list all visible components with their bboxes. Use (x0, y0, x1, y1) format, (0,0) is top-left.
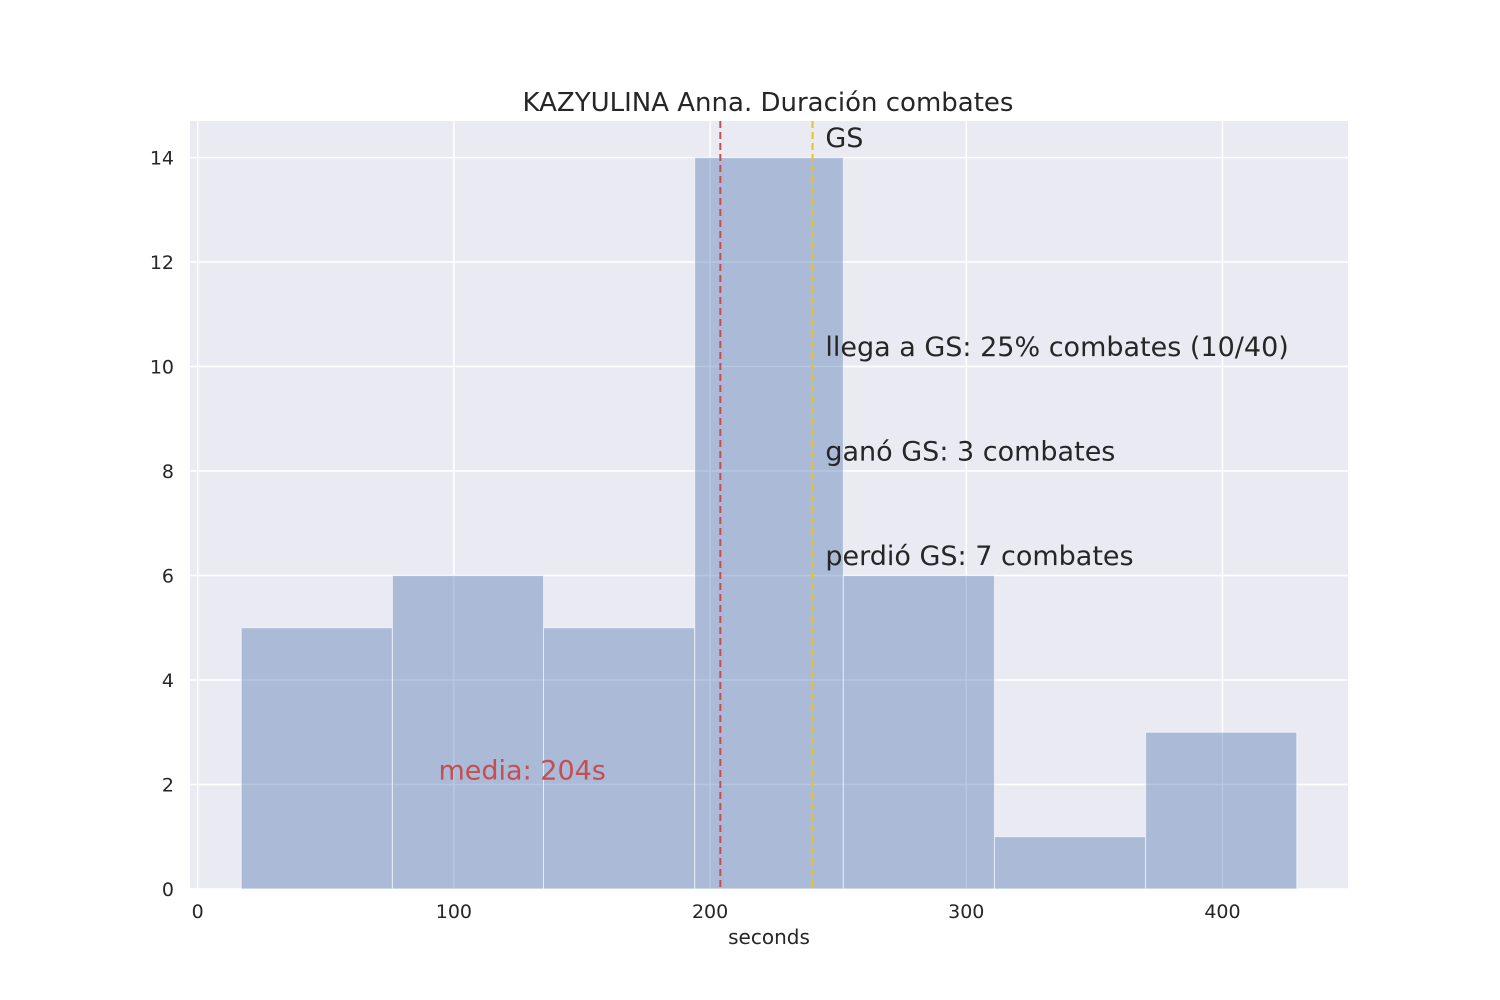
grid-lines (190, 121, 1348, 890)
histogram-bar (543, 627, 696, 890)
chart-title: KAZYULINA Anna. Duración combates (523, 88, 1014, 118)
plot-area (190, 121, 1348, 889)
x-tick-label: 100 (436, 901, 472, 923)
x-axis-label: seconds (728, 925, 810, 949)
annotations: GS llega a GS: 25% combates (10/40) ganó G… (439, 123, 1289, 786)
x-tick-label: 0 (192, 901, 204, 923)
y-tick-label: 6 (162, 566, 174, 588)
y-tick-label: 12 (150, 252, 174, 274)
annotation-text: perdió GS: 7 combates (825, 541, 1133, 572)
histogram-bar (240, 627, 393, 890)
reference-lines (719, 121, 814, 889)
y-tick-label: 10 (150, 357, 174, 379)
histogram-bar (694, 157, 844, 890)
histogram-bar (842, 575, 995, 890)
y-tick-label: 8 (162, 461, 174, 483)
y-tick-labels: 0 2 4 6 8 10 12 14 (150, 148, 174, 901)
y-tick-label: 4 (162, 670, 174, 692)
y-tick-label: 0 (162, 879, 174, 901)
x-tick-label: 400 (1204, 901, 1240, 923)
histogram-bar (391, 575, 545, 890)
mean-label: media: 204s (439, 755, 606, 786)
x-tick-labels: 0 100 200 300 400 (192, 901, 1241, 923)
y-tick-label: 2 (162, 775, 174, 797)
histogram-bar (993, 836, 1147, 890)
histogram-bar (1145, 731, 1298, 890)
y-tick-label: 14 (150, 148, 174, 170)
x-tick-label: 300 (948, 901, 984, 923)
annotation-text: llega a GS: 25% combates (10/40) (825, 332, 1288, 363)
x-tick-label: 200 (692, 901, 728, 923)
annotation-text: ganó GS: 3 combates (825, 437, 1115, 468)
annotation-text: GS (825, 123, 863, 154)
